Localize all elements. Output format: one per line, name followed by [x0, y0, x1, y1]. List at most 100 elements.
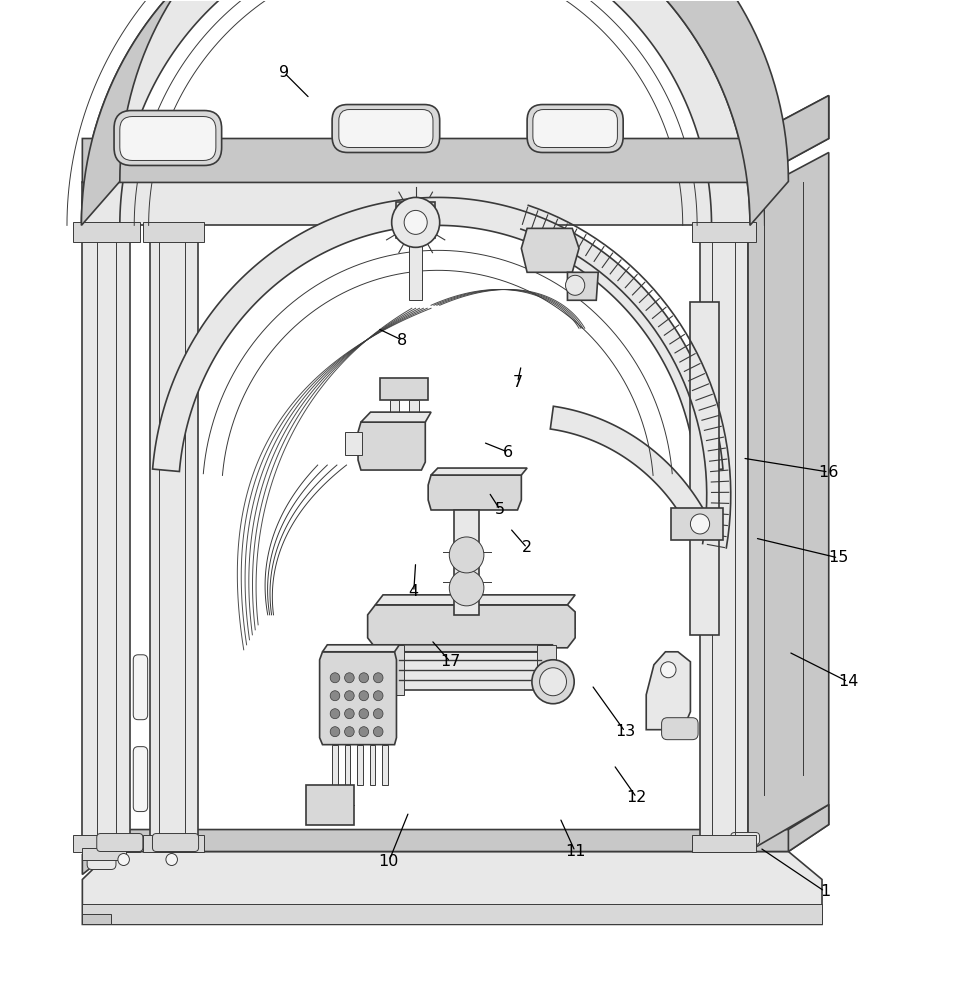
Polygon shape [382, 645, 404, 695]
Text: 6: 6 [503, 445, 512, 460]
Circle shape [330, 709, 339, 719]
Text: 5: 5 [495, 502, 505, 517]
Polygon shape [83, 848, 126, 859]
Bar [454, 510, 479, 615]
Polygon shape [375, 595, 575, 605]
Bar [382, 745, 387, 785]
Text: 16: 16 [818, 465, 838, 480]
Circle shape [358, 709, 368, 719]
Circle shape [391, 197, 439, 247]
Polygon shape [380, 378, 428, 400]
FancyBboxPatch shape [532, 110, 617, 147]
Polygon shape [692, 835, 755, 852]
FancyBboxPatch shape [152, 834, 198, 852]
Polygon shape [567, 272, 598, 300]
Polygon shape [319, 652, 396, 745]
Circle shape [330, 673, 339, 683]
Circle shape [565, 275, 584, 295]
Text: 14: 14 [837, 674, 857, 689]
Text: 12: 12 [626, 790, 646, 805]
Polygon shape [392, 652, 546, 690]
Text: 15: 15 [827, 550, 848, 565]
Bar [369, 745, 375, 785]
Polygon shape [83, 914, 111, 924]
Circle shape [373, 691, 382, 701]
Polygon shape [83, 904, 821, 924]
Polygon shape [73, 835, 140, 852]
Polygon shape [83, 852, 821, 924]
Circle shape [330, 727, 339, 737]
Polygon shape [367, 605, 575, 648]
Polygon shape [431, 468, 527, 475]
Circle shape [449, 570, 483, 606]
Circle shape [404, 210, 427, 234]
Polygon shape [550, 406, 704, 524]
Polygon shape [322, 645, 399, 652]
Text: 4: 4 [408, 584, 418, 599]
Polygon shape [83, 225, 131, 852]
Text: 10: 10 [379, 854, 399, 869]
Circle shape [373, 673, 382, 683]
Circle shape [449, 537, 483, 573]
Polygon shape [671, 508, 723, 540]
Polygon shape [82, 0, 750, 225]
Polygon shape [692, 222, 755, 242]
Bar [408, 400, 418, 420]
FancyBboxPatch shape [527, 105, 623, 152]
Circle shape [344, 691, 354, 701]
Polygon shape [748, 96, 827, 182]
Polygon shape [396, 202, 434, 238]
Bar [344, 745, 350, 785]
Circle shape [373, 727, 382, 737]
Text: 8: 8 [397, 333, 407, 348]
Polygon shape [83, 182, 748, 225]
FancyBboxPatch shape [120, 117, 215, 160]
FancyBboxPatch shape [97, 834, 143, 852]
Bar [408, 238, 422, 300]
Polygon shape [344, 432, 361, 455]
Polygon shape [646, 652, 690, 730]
Circle shape [373, 709, 382, 719]
Bar [332, 745, 337, 785]
FancyBboxPatch shape [661, 718, 698, 740]
Polygon shape [149, 225, 197, 852]
Circle shape [358, 727, 368, 737]
Polygon shape [700, 225, 748, 852]
Circle shape [358, 691, 368, 701]
Circle shape [358, 673, 368, 683]
Text: 1: 1 [819, 884, 829, 899]
Bar [357, 745, 362, 785]
Text: 7: 7 [512, 375, 522, 390]
FancyBboxPatch shape [730, 833, 759, 845]
Circle shape [344, 709, 354, 719]
Text: 2: 2 [522, 540, 531, 555]
Polygon shape [360, 412, 431, 422]
FancyBboxPatch shape [134, 655, 148, 720]
Polygon shape [143, 835, 204, 852]
FancyBboxPatch shape [332, 105, 439, 152]
Polygon shape [143, 222, 204, 242]
Bar [389, 400, 399, 420]
Circle shape [531, 660, 574, 704]
Polygon shape [357, 422, 425, 470]
Polygon shape [536, 645, 555, 695]
Text: 17: 17 [439, 654, 460, 669]
Circle shape [118, 854, 130, 865]
Polygon shape [153, 197, 723, 472]
Text: 9: 9 [279, 65, 289, 80]
Circle shape [539, 668, 566, 696]
Polygon shape [82, 0, 788, 225]
Circle shape [165, 854, 177, 865]
Circle shape [690, 514, 709, 534]
Polygon shape [306, 785, 354, 825]
FancyBboxPatch shape [338, 110, 432, 147]
Polygon shape [521, 228, 579, 272]
FancyBboxPatch shape [114, 111, 221, 165]
Polygon shape [748, 152, 827, 852]
Circle shape [344, 673, 354, 683]
Circle shape [330, 691, 339, 701]
Circle shape [344, 727, 354, 737]
Polygon shape [690, 302, 719, 635]
Polygon shape [73, 222, 140, 242]
Circle shape [660, 662, 676, 678]
